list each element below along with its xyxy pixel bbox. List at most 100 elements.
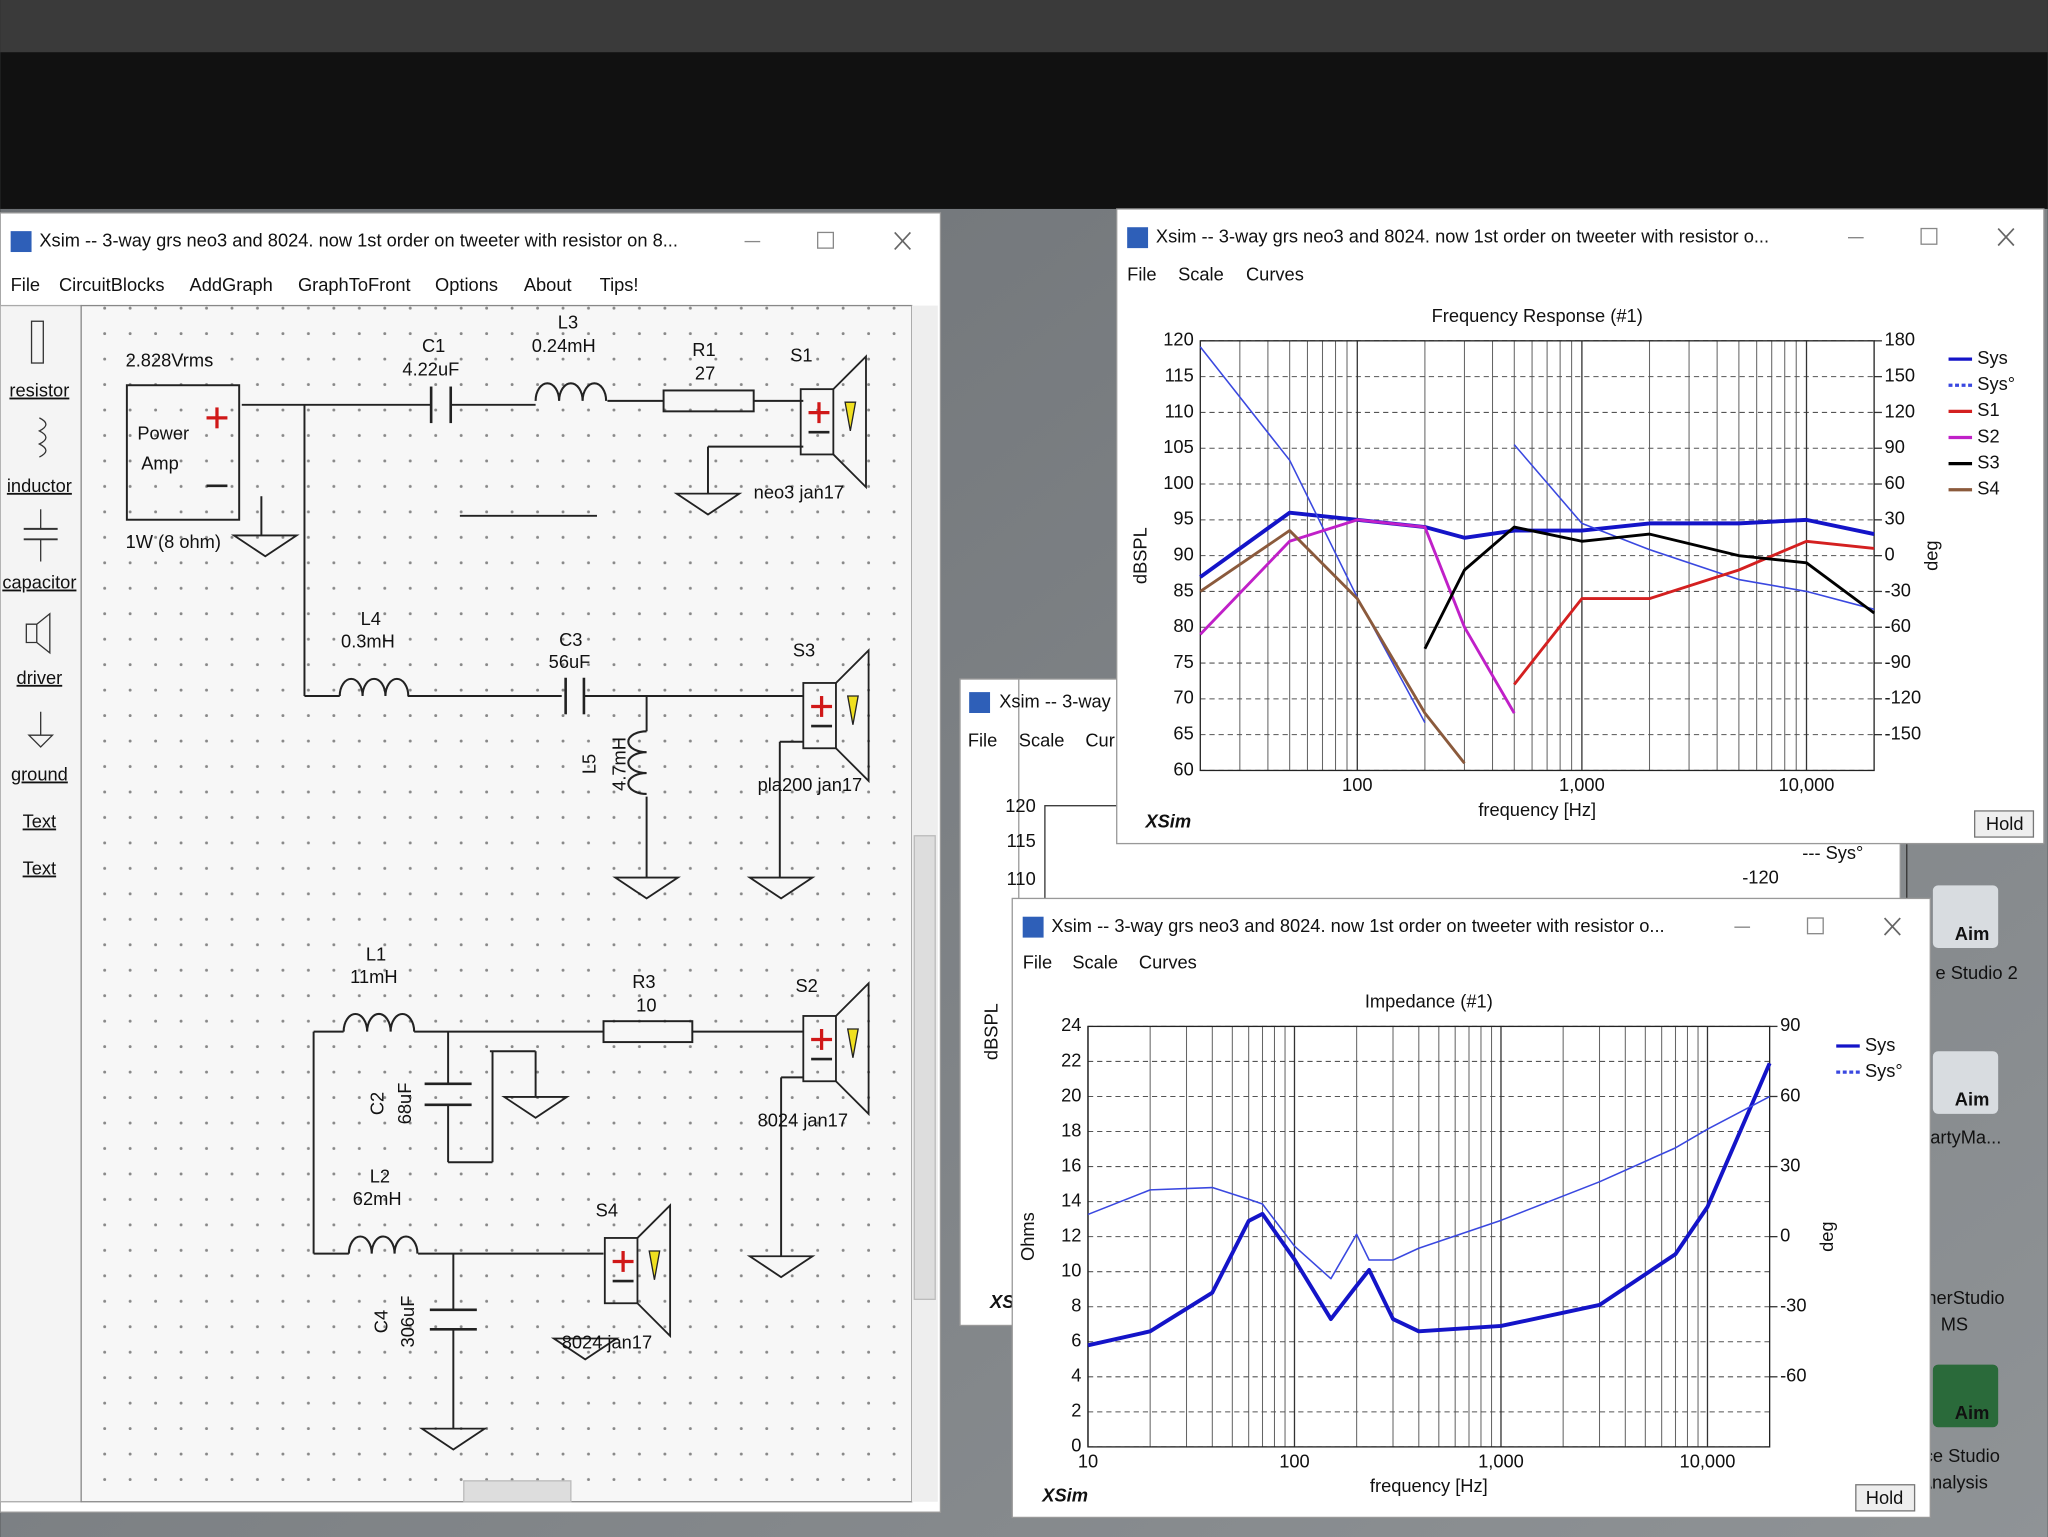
ground (673, 492, 743, 516)
legend-entry[interactable]: Sys (1977, 347, 2007, 368)
maximize[interactable] (1806, 917, 1824, 935)
icon-label[interactable]: MS (1941, 1313, 1968, 1334)
legend-entry[interactable]: S2 (1977, 425, 1999, 446)
menu-item[interactable]: Scale (1019, 730, 1065, 751)
y-tick-label: 8 (1071, 1295, 1081, 1316)
menu-item[interactable]: AddGraph (190, 274, 273, 295)
component-label: R3 (632, 971, 655, 992)
axis-label: dBSPL (980, 1003, 1001, 1060)
y-tick-label: 105 (1163, 436, 1193, 457)
icon-label[interactable]: e Studio 2 (1935, 962, 2017, 983)
title-icon (969, 692, 991, 714)
component-label: 306uF (397, 1296, 418, 1348)
menu-item[interactable]: Curves (1139, 952, 1197, 973)
y-tick-label: 4 (1071, 1365, 1081, 1386)
x-tick-label: 10 (1078, 1450, 1098, 1471)
menu-item[interactable]: Curves (1246, 263, 1304, 284)
menu-item[interactable]: About (524, 274, 572, 295)
close (1997, 227, 2015, 247)
menu-item[interactable]: Cur (1085, 730, 1114, 751)
series-line (1087, 1062, 1772, 1348)
window-title: Xsim -- 3-way (999, 690, 1111, 711)
tool-button[interactable]: driver (17, 667, 63, 688)
button-label[interactable]: Hold (1866, 1487, 1904, 1508)
button[interactable] (1974, 810, 2035, 838)
legend-entry[interactable]: Sys° (1977, 373, 2015, 394)
menu-item[interactable]: Scale (1072, 952, 1118, 973)
y2-tick-label: 120 (1885, 400, 1915, 421)
x-axis-label: frequency [Hz] (1370, 1475, 1488, 1496)
y-tick-label: 120 (1005, 795, 1035, 816)
icon-label[interactable]: ce Studio (1924, 1445, 2000, 1466)
y2-tick-label: 30 (1780, 1154, 1800, 1175)
brand: XSim (1041, 1484, 1088, 1505)
y-tick-label: 14 (1061, 1189, 1081, 1210)
menu-item[interactable]: Options (435, 274, 498, 295)
room (0, 0, 2048, 53)
resistor (602, 1020, 694, 1044)
icon-logo[interactable]: Aim (1955, 1089, 1990, 1110)
y-tick-label: 60 (1173, 758, 1193, 779)
button-label[interactable]: Hold (1986, 813, 2024, 834)
component-label: 0.3mH (341, 630, 395, 651)
driver (802, 1015, 837, 1083)
button[interactable] (1855, 1484, 1916, 1512)
y2-tick-label: 90 (1885, 436, 1905, 457)
y-tick-label: 85 (1173, 579, 1193, 600)
component-label: C2 (367, 1092, 388, 1115)
title-icon (1022, 916, 1044, 938)
maximize[interactable] (817, 231, 834, 249)
tool-button[interactable]: inductor (7, 475, 72, 496)
legend-entry[interactable]: S4 (1977, 478, 1999, 499)
y2-tick-label: 60 (1885, 472, 1905, 493)
component-label: neo3 jan17 (754, 481, 844, 502)
scroll-thumb[interactable] (463, 1480, 572, 1503)
icon-logo[interactable]: Aim (1955, 923, 1990, 944)
icon-logo[interactable]: Aim (1955, 1402, 1990, 1423)
x-tick-label: 100 (1279, 1450, 1309, 1471)
y2-axis-label: deg (1921, 540, 1942, 570)
scroll-thumb[interactable] (913, 835, 936, 1300)
tool-button[interactable]: ground (11, 764, 68, 785)
component-label: C1 (422, 335, 445, 356)
menu-item[interactable]: Tips! (600, 274, 639, 295)
series-line (1513, 539, 1875, 686)
x-tick-label: 10,000 (1779, 774, 1835, 795)
icon-label[interactable]: Analysis (1920, 1471, 1988, 1492)
tool-button[interactable]: capacitor (2, 572, 76, 593)
component-label: 4.22uF (402, 359, 459, 380)
icon-label[interactable]: artyMa... (1930, 1127, 2001, 1148)
y-tick-label: 115 (1007, 830, 1036, 851)
component-label: C4 (371, 1310, 392, 1333)
maximize[interactable] (1920, 227, 1938, 245)
y-tick-label: 75 (1173, 651, 1193, 672)
menu-item[interactable]: CircuitBlocks (59, 274, 165, 295)
legend-entry[interactable]: S3 (1977, 451, 1999, 472)
menu-item[interactable]: File (968, 730, 997, 751)
menu-item[interactable]: File (1127, 263, 1156, 284)
canvas-dots (81, 305, 912, 1502)
icon-label[interactable]: nerStudio (1926, 1287, 2004, 1308)
tool-button[interactable]: Text (23, 811, 57, 832)
chart-title: Impedance (#1) (1365, 991, 1493, 1012)
menu-item[interactable]: GraphToFront (298, 274, 411, 295)
y-tick-label: 12 (1061, 1224, 1081, 1245)
legend-entry[interactable]: Sys (1865, 1034, 1895, 1055)
y2-tick-label: 90 (1780, 1014, 1800, 1035)
close (894, 231, 912, 250)
y-tick-label: 115 (1165, 364, 1194, 385)
legend-entry[interactable]: Sys° (1865, 1060, 1903, 1081)
tool-button[interactable]: Text (23, 858, 57, 879)
menu-item[interactable]: File (1023, 952, 1052, 973)
legend-entry[interactable]: S1 (1977, 399, 1999, 420)
tool-button[interactable]: resistor (9, 380, 69, 401)
menu-item[interactable]: Scale (1178, 263, 1224, 284)
y-tick-label: 16 (1061, 1154, 1081, 1175)
x-tick-label: 1,000 (1559, 774, 1605, 795)
y2-tick-label: -30 (1780, 1295, 1806, 1316)
series-line (1199, 529, 1466, 765)
menu-item[interactable]: File (11, 274, 40, 295)
y2-tick-label: -120 (1885, 687, 1922, 708)
tool-icon (37, 417, 47, 458)
y-axis-label: Ohms (1017, 1212, 1038, 1261)
